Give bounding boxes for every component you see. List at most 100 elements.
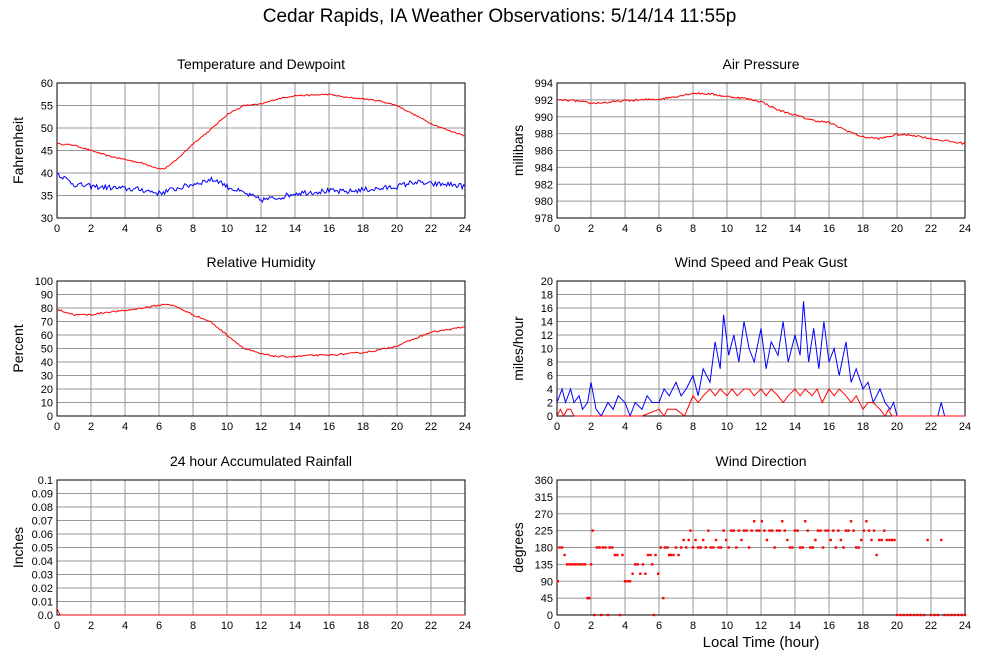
- x-tick-label: 12: [255, 620, 267, 632]
- x-tick-label: 4: [622, 421, 628, 433]
- data-point: [842, 546, 845, 549]
- data-point: [682, 538, 685, 542]
- data-point: [595, 546, 599, 549]
- data-point: [631, 572, 634, 575]
- chart-title: Air Pressure: [722, 56, 799, 72]
- data-point: [616, 553, 619, 557]
- x-tick-label: 2: [588, 620, 594, 632]
- data-point: [791, 546, 794, 549]
- y-tick-label: 100: [35, 276, 53, 288]
- data-point: [674, 546, 678, 549]
- data-point: [621, 553, 624, 557]
- y-tick-label: 8: [547, 357, 553, 369]
- data-point: [578, 563, 582, 566]
- data-point: [636, 563, 639, 566]
- data-point: [867, 529, 871, 532]
- y-tick-label: 984: [535, 162, 553, 174]
- y-tick-label: 990: [535, 112, 553, 124]
- data-point: [730, 529, 733, 532]
- data-point: [923, 613, 926, 617]
- data-point: [872, 529, 876, 532]
- data-point: [604, 546, 607, 549]
- data-point: [724, 538, 728, 542]
- data-point: [770, 529, 774, 532]
- data-point: [737, 529, 741, 532]
- data-point: [844, 529, 848, 532]
- data-point: [576, 563, 579, 566]
- data-point: [719, 546, 723, 549]
- data-point: [727, 546, 730, 549]
- data-point: [950, 613, 953, 617]
- data-point: [758, 529, 761, 532]
- data-point: [857, 546, 860, 549]
- data-point: [740, 538, 743, 542]
- y-tick-label: 30: [41, 213, 53, 225]
- data-point: [560, 546, 564, 549]
- y-axis-label: millibars: [510, 125, 526, 176]
- x-tick-label: 18: [857, 421, 869, 433]
- data-point: [816, 529, 820, 532]
- x-tick-label: 16: [323, 223, 335, 235]
- y-tick-label: 2: [547, 398, 553, 410]
- plot-frame: [556, 82, 966, 219]
- data-point: [581, 563, 584, 566]
- data-point: [611, 546, 614, 549]
- y-tick-label: 60: [41, 78, 53, 90]
- data-point: [745, 529, 748, 532]
- data-point: [832, 529, 835, 532]
- data-point: [906, 613, 909, 617]
- x-tick-label: 12: [755, 223, 767, 235]
- y-tick-label: 0: [47, 411, 53, 423]
- y-tick-label: 0.05: [32, 543, 53, 555]
- y-tick-label: 0.04: [32, 556, 53, 568]
- data-point: [563, 553, 566, 557]
- data-point: [702, 538, 705, 542]
- data-point: [814, 538, 817, 542]
- y-tick-label: 0.0: [38, 610, 53, 622]
- data-point: [862, 529, 866, 532]
- y-tick-label: 90: [41, 290, 53, 302]
- data-point: [651, 563, 654, 566]
- x-tick-label: 10: [721, 223, 733, 235]
- data-point: [691, 546, 695, 549]
- x-tick-label: 24: [959, 620, 971, 632]
- data-point: [804, 520, 807, 523]
- x-tick-label: 10: [221, 421, 233, 433]
- y-tick-label: 30: [41, 371, 53, 383]
- y-tick-label: 0.06: [32, 529, 53, 541]
- data-point: [628, 580, 632, 583]
- y-tick-label: 60: [41, 330, 53, 342]
- data-point: [943, 613, 946, 617]
- chart-title: Temperature and Dewpoint: [177, 56, 345, 72]
- x-tick-label: 14: [789, 223, 801, 235]
- x-tick-label: 2: [88, 421, 94, 433]
- x-tick-label: 2: [588, 223, 594, 235]
- y-tick-label: 0.1: [38, 475, 53, 487]
- data-point: [618, 613, 622, 617]
- data-point: [672, 553, 675, 557]
- data-point: [793, 529, 797, 532]
- x-tick-label: 6: [656, 223, 662, 235]
- y-tick-label: 90: [541, 576, 553, 588]
- x-tick-label: 14: [789, 421, 801, 433]
- x-tick-label: 24: [459, 223, 471, 235]
- x-tick-label: 16: [823, 421, 835, 433]
- y-tick-label: 45: [41, 146, 53, 158]
- data-point: [742, 529, 746, 532]
- y-tick-label: 225: [535, 526, 553, 538]
- x-tick-label: 16: [823, 223, 835, 235]
- x-tick-label: 20: [391, 421, 403, 433]
- y-tick-label: 978: [535, 213, 553, 225]
- data-point: [747, 546, 751, 549]
- data-point: [668, 553, 671, 557]
- data-point: [613, 553, 616, 557]
- data-point: [639, 572, 642, 575]
- x-tick-label: 4: [622, 620, 628, 632]
- data-point: [768, 529, 771, 532]
- y-tick-label: 0.02: [32, 583, 53, 595]
- x-tick-label: 2: [88, 223, 94, 235]
